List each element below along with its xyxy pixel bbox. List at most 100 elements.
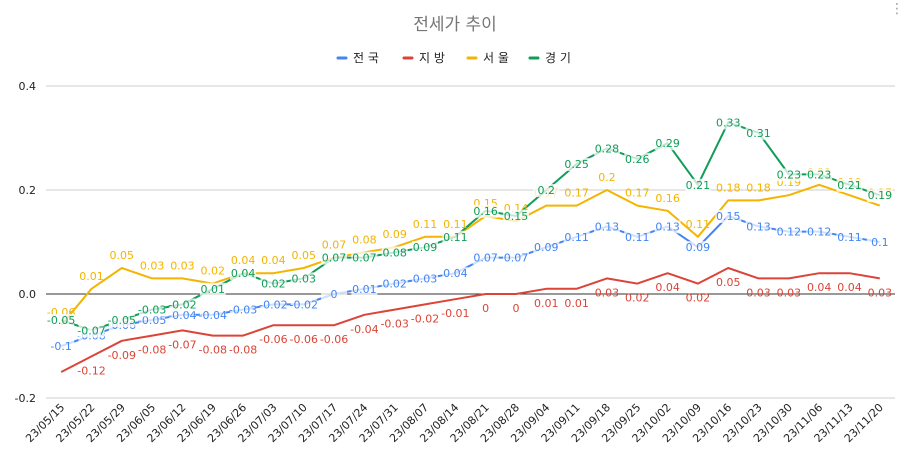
data-label: 0.16 bbox=[655, 192, 680, 205]
data-label: -0.05 bbox=[138, 314, 166, 327]
data-label: -0.09 bbox=[108, 349, 136, 362]
data-label-bg bbox=[442, 230, 469, 244]
data-label: -0.02 bbox=[411, 312, 439, 325]
data-label: 0.04 bbox=[655, 281, 680, 294]
data-label: 0.23 bbox=[807, 168, 832, 181]
data-label-bg bbox=[593, 220, 620, 234]
data-label: -0.03 bbox=[138, 304, 166, 317]
data-label: 0.01 bbox=[201, 283, 226, 296]
data-label: 0.07 bbox=[504, 252, 529, 265]
data-label: 0.04 bbox=[231, 267, 256, 280]
data-label-bg bbox=[199, 282, 226, 296]
data-label: 0.11 bbox=[564, 231, 589, 244]
data-label: -0.01 bbox=[441, 307, 469, 320]
data-label-bg bbox=[502, 210, 529, 223]
data-label-bg bbox=[624, 230, 651, 244]
data-label: 0.03 bbox=[170, 259, 195, 272]
data-label-bg bbox=[472, 204, 499, 218]
data-label-bg bbox=[48, 340, 75, 353]
data-label: 0.18 bbox=[746, 181, 771, 194]
data-label-bg bbox=[684, 241, 711, 255]
y-tick-label: 0.4 bbox=[19, 80, 37, 93]
data-label: 0 bbox=[331, 288, 338, 301]
data-label-bg bbox=[108, 314, 135, 327]
data-label-bg bbox=[48, 314, 75, 327]
data-label-bg bbox=[321, 251, 348, 265]
data-label: 0.03 bbox=[746, 286, 771, 299]
data-label-bg bbox=[290, 298, 317, 312]
data-label: 0.02 bbox=[382, 278, 407, 291]
data-label: 0.07 bbox=[352, 252, 377, 265]
data-label-bg bbox=[412, 272, 439, 286]
data-label: -0.12 bbox=[77, 364, 105, 377]
data-label: 0.03 bbox=[140, 259, 165, 272]
data-label-bg bbox=[715, 116, 742, 130]
data-label: -0.04 bbox=[168, 309, 196, 322]
data-label: 0.07 bbox=[473, 252, 498, 265]
data-label: 0.01 bbox=[564, 297, 589, 310]
data-label: -0.06 bbox=[320, 333, 348, 346]
data-label: 0.23 bbox=[777, 168, 802, 181]
data-label: 0.17 bbox=[625, 187, 650, 200]
data-label: 0.09 bbox=[534, 241, 559, 254]
data-label-bg bbox=[866, 189, 893, 203]
data-label: 0.28 bbox=[595, 142, 620, 155]
data-label: 0.17 bbox=[564, 187, 589, 200]
data-label: 0.15 bbox=[504, 210, 529, 223]
data-label: 0.09 bbox=[686, 241, 711, 254]
x-axis: 23/05/1523/05/2223/05/2923/06/0523/06/12… bbox=[23, 401, 886, 445]
data-label-bg bbox=[169, 298, 196, 312]
legend-label: 지 방 bbox=[419, 51, 445, 65]
data-label: 0.11 bbox=[443, 218, 468, 231]
data-label: 0.01 bbox=[534, 297, 559, 310]
data-label: 0.29 bbox=[655, 137, 680, 150]
data-label-bg bbox=[563, 230, 590, 244]
data-label-bg bbox=[381, 246, 408, 260]
data-label-bg bbox=[533, 241, 560, 255]
chart-menu-icon[interactable]: ⋮ bbox=[890, 1, 904, 17]
data-label: -0.02 bbox=[259, 298, 287, 311]
data-label: 0.05 bbox=[291, 249, 316, 262]
data-label-bg bbox=[806, 168, 833, 182]
data-label: -0.08 bbox=[199, 344, 227, 357]
data-label: 0.09 bbox=[382, 228, 407, 241]
data-label-bg bbox=[321, 288, 348, 301]
y-tick-label: -0.2 bbox=[15, 392, 36, 405]
data-label-bg bbox=[169, 308, 196, 322]
data-label: 0.01 bbox=[79, 270, 104, 283]
data-label-bg bbox=[715, 210, 742, 223]
data-label-bg bbox=[502, 251, 529, 265]
data-label: 0.19 bbox=[868, 189, 893, 202]
data-label: 0.21 bbox=[837, 179, 862, 192]
data-label: -0.07 bbox=[77, 324, 105, 337]
data-label: -0.02 bbox=[168, 298, 196, 311]
data-label: 0.05 bbox=[716, 276, 741, 289]
data-label-bg bbox=[351, 251, 378, 265]
data-label: 0.05 bbox=[110, 249, 135, 262]
y-tick-label: 0.2 bbox=[19, 184, 37, 197]
data-label-bg bbox=[684, 178, 711, 192]
data-label-bg bbox=[472, 251, 499, 265]
data-label: 0.26 bbox=[625, 153, 650, 166]
data-label-bg bbox=[745, 220, 772, 234]
legend-label: 서 울 bbox=[483, 51, 509, 65]
data-label: 0.07 bbox=[322, 239, 347, 252]
data-label: 0.03 bbox=[868, 286, 893, 299]
data-label-bg bbox=[412, 241, 439, 255]
data-label-bg bbox=[745, 126, 772, 140]
data-label: 0.21 bbox=[686, 179, 711, 192]
grid bbox=[46, 85, 895, 399]
data-label-bg bbox=[654, 137, 681, 151]
data-label-bg bbox=[230, 267, 257, 281]
data-label-bg bbox=[836, 178, 863, 192]
data-label: -0.03 bbox=[229, 304, 257, 317]
data-label-bg bbox=[199, 308, 226, 322]
series-line bbox=[60, 121, 881, 332]
data-label-bg bbox=[654, 220, 681, 234]
chart-title: 전세가 추이 bbox=[413, 15, 497, 35]
data-label-bg bbox=[139, 314, 166, 327]
data-label: 0.02 bbox=[261, 278, 286, 291]
data-label: 0.12 bbox=[777, 226, 802, 239]
data-label: 0.25 bbox=[564, 158, 589, 171]
